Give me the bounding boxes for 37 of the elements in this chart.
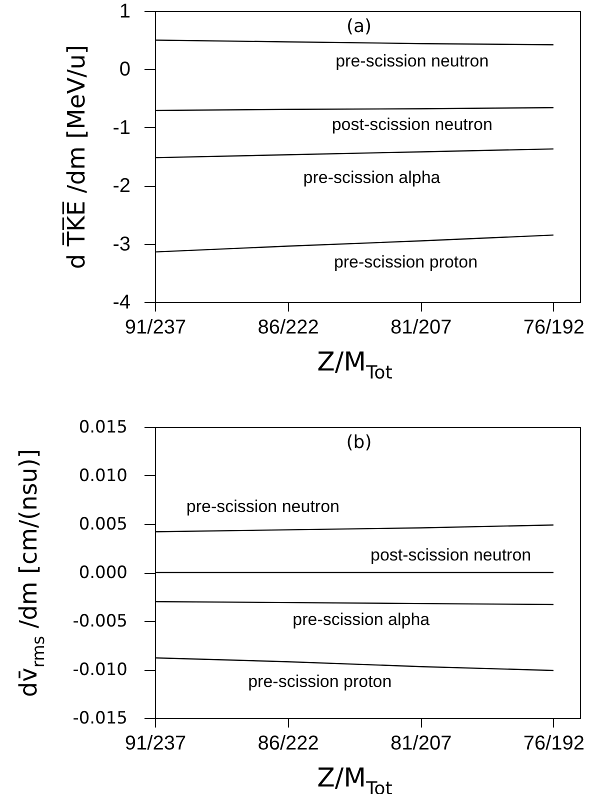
x-tick-label: 86/222 (258, 316, 319, 338)
y-tick-label: -1 (112, 116, 130, 139)
chart-title: (a) (346, 16, 372, 37)
x-tick-label: 81/207 (390, 316, 452, 338)
series-label: pre-scission alpha (303, 168, 441, 187)
series-label: post-scission neutron (370, 546, 532, 564)
y-tick-label: 0 (119, 58, 130, 81)
y-tick-label: 0.000 (78, 563, 128, 583)
x-tick-label: 91/237 (124, 316, 186, 338)
y-tick-label: -0.010 (72, 660, 128, 680)
x-tick-label: 91/237 (124, 732, 186, 754)
line-series (154, 524, 554, 532)
y-tick-label: 0.005 (78, 514, 128, 534)
series-label: pre-scission proton (248, 672, 392, 691)
x-tick-label: 86/222 (258, 732, 319, 754)
series-label: post-scission neutron (332, 114, 492, 134)
y-tick-label: -3 (112, 233, 130, 256)
series-label: pre-scission proton (334, 252, 478, 272)
y-tick-label: 1 (119, 0, 130, 22)
x-axis-title: Z/M$_{Tot}$ (317, 348, 392, 384)
line-series (154, 657, 554, 672)
x-tick-label: 81/207 (390, 732, 452, 754)
y-tick-label: -0.005 (72, 612, 128, 632)
series-label: pre-scission alpha (292, 610, 430, 630)
series-label: pre-scission neutron (186, 497, 340, 516)
chart-title: (b) (346, 432, 372, 453)
x-tick-label: 76/192 (523, 732, 585, 754)
y-tick-label: 0.010 (78, 466, 128, 486)
y-tick-label: -2 (112, 175, 130, 198)
x-tick-label: 76/192 (523, 316, 585, 338)
y-tick-label: -0.015 (72, 708, 128, 728)
y-tick-label: 0.015 (78, 418, 128, 438)
line-series (154, 148, 554, 158)
series-label: pre-scission neutron (336, 51, 489, 70)
line-series (154, 234, 554, 253)
y-axis-title: d T̅K̅E̅ /dm [MeV/u] (61, 44, 91, 270)
y-tick-label: -4 (112, 292, 130, 314)
